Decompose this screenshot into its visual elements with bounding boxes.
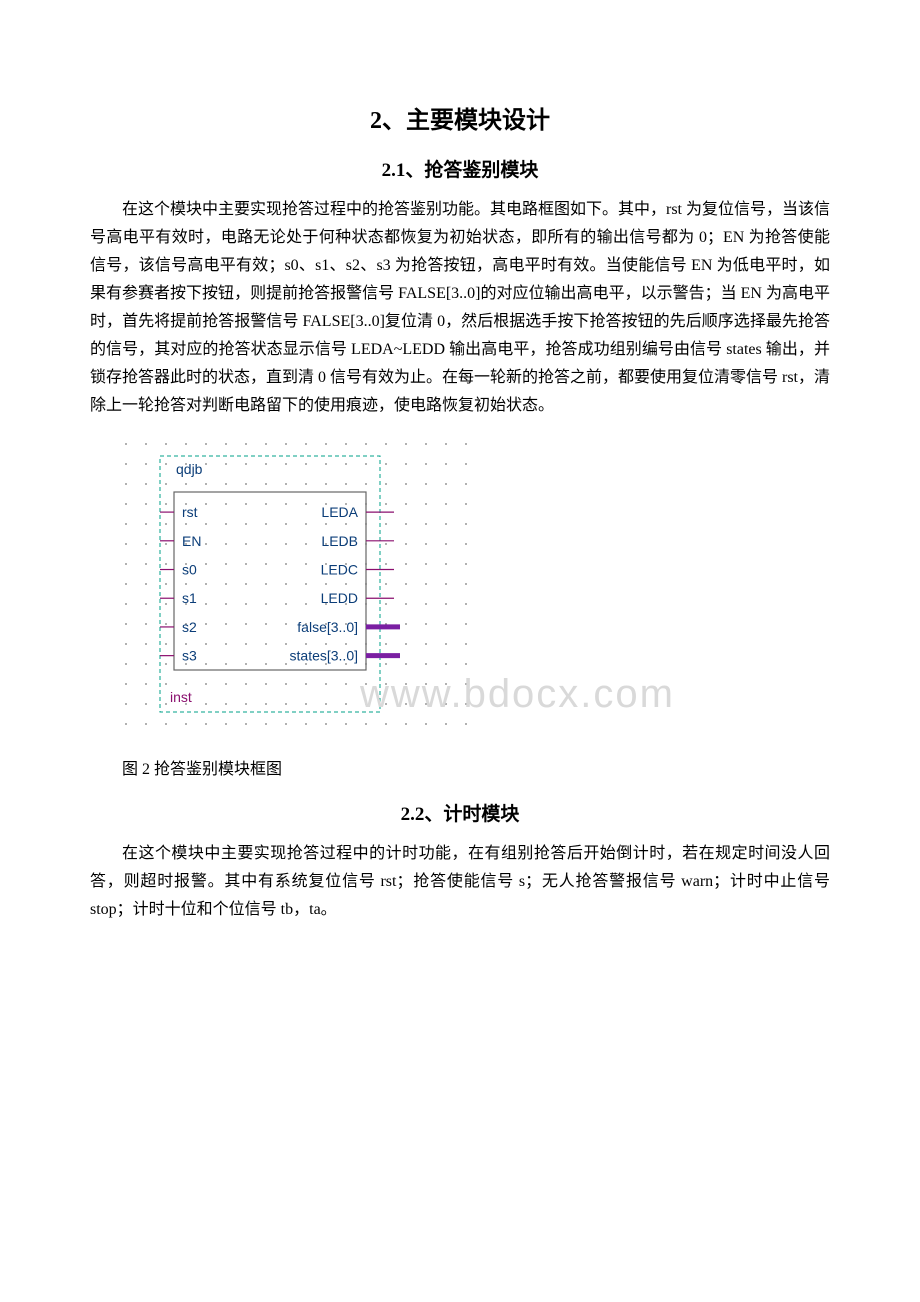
- svg-text:LEDD: LEDD: [321, 590, 358, 606]
- svg-text:s0: s0: [182, 562, 197, 578]
- section-title: 2、主要模块设计: [90, 100, 830, 135]
- svg-text:states[3..0]: states[3..0]: [290, 648, 358, 664]
- subsection-2-title: 2.2、计时模块: [90, 799, 830, 826]
- subsection-2-paragraph: 在这个模块中主要实现抢答过程中的计时功能，在有组别抢答后开始倒计时，若在规定时间…: [90, 840, 830, 924]
- svg-text:LEDC: LEDC: [321, 562, 358, 578]
- svg-text:s3: s3: [182, 648, 197, 664]
- svg-text:LEDB: LEDB: [321, 533, 358, 549]
- svg-text:LEDA: LEDA: [321, 504, 358, 520]
- watermark-text: www.bdocx.com: [360, 672, 675, 717]
- svg-text:EN: EN: [182, 533, 201, 549]
- block-diagram: qdjb rst EN s0 s1 s2 s3 LEDA LEDB LEDC LEDD false[3…: [120, 434, 830, 749]
- subsection-1-paragraph: 在这个模块中主要实现抢答过程中的抢答鉴别功能。其电路框图如下。其中，rst 为复…: [90, 196, 830, 420]
- svg-text:rst: rst: [182, 504, 198, 520]
- svg-text:qdjb: qdjb: [176, 461, 203, 477]
- svg-text:false[3..0]: false[3..0]: [297, 619, 358, 635]
- subsection-1-title: 2.1、抢答鉴别模块: [90, 155, 830, 182]
- figure-2-caption: 图 2 抢答鉴别模块框图: [90, 757, 830, 783]
- svg-text:inst: inst: [170, 689, 192, 705]
- svg-text:s2: s2: [182, 619, 197, 635]
- svg-text:s1: s1: [182, 590, 197, 606]
